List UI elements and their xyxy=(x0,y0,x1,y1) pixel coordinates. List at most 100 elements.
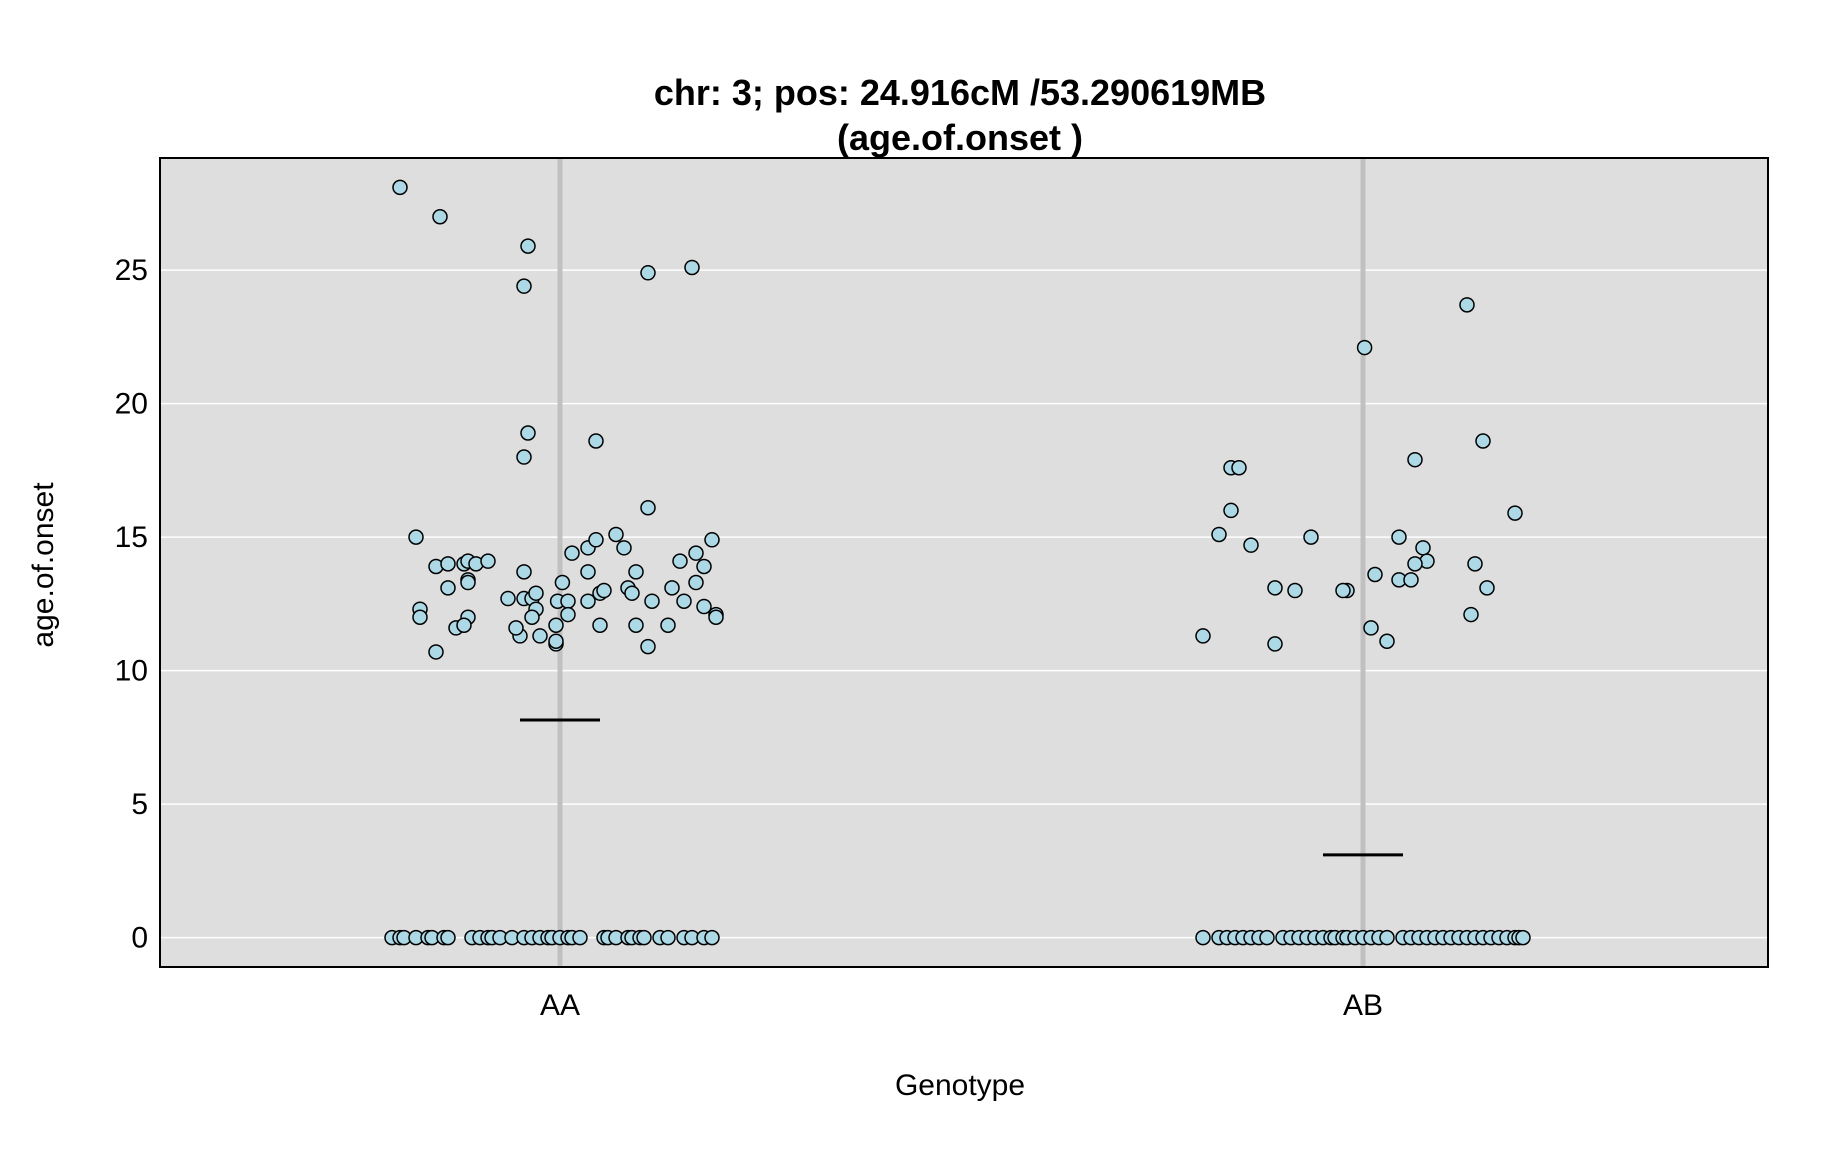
data-point xyxy=(676,593,692,609)
data-point xyxy=(1267,580,1283,596)
data-point xyxy=(684,259,700,276)
data-point xyxy=(432,208,448,225)
data-point xyxy=(660,617,676,633)
data-point xyxy=(640,500,656,516)
data-point xyxy=(460,574,476,591)
data-point xyxy=(580,593,596,609)
plot-border xyxy=(159,157,1769,968)
data-point xyxy=(1407,451,1423,468)
data-point xyxy=(588,433,604,449)
data-point xyxy=(640,265,656,281)
data-point xyxy=(532,628,548,644)
data-point xyxy=(688,545,704,561)
data-point xyxy=(520,425,536,441)
data-point xyxy=(1287,582,1303,599)
data-point xyxy=(1467,556,1483,572)
data-point xyxy=(500,590,516,607)
data-point xyxy=(1195,929,1211,946)
data-point xyxy=(1507,505,1523,521)
data-point xyxy=(516,278,532,294)
y-tick-label: 20 xyxy=(115,388,148,421)
data-point xyxy=(1231,459,1247,476)
data-point xyxy=(1379,929,1395,946)
data-point xyxy=(440,929,456,946)
data-point xyxy=(528,585,544,601)
data-point xyxy=(516,449,532,465)
data-point xyxy=(580,564,596,580)
data-point xyxy=(1356,339,1373,356)
data-point xyxy=(554,574,571,591)
mean-markers xyxy=(520,718,1403,857)
data-point xyxy=(1367,566,1383,583)
data-point xyxy=(704,929,720,946)
data-point xyxy=(560,593,576,609)
data-point xyxy=(616,540,632,556)
data-point xyxy=(1223,502,1239,519)
y-tick-label: 0 xyxy=(131,922,148,955)
data-point xyxy=(628,564,644,580)
data-point xyxy=(516,564,532,580)
plot-panel xyxy=(160,158,1768,967)
data-point xyxy=(1391,529,1407,545)
data-point xyxy=(628,617,644,633)
data-point xyxy=(548,617,564,633)
data-point xyxy=(456,617,472,633)
data-point xyxy=(440,556,456,572)
data-point xyxy=(548,633,564,650)
chart-title-line-1: chr: 3; pos: 24.916cM /53.290619MB xyxy=(654,72,1266,113)
data-point xyxy=(592,617,608,633)
data-point xyxy=(1459,297,1475,313)
data-point xyxy=(524,609,540,625)
y-tick-label: 10 xyxy=(115,655,148,688)
data-point xyxy=(672,553,688,569)
data-point xyxy=(1303,529,1319,545)
data-point xyxy=(392,179,408,196)
data-point xyxy=(608,526,624,543)
chart-title-line-2: (age.of.onset ) xyxy=(837,117,1083,158)
data-point xyxy=(708,609,724,625)
data-point xyxy=(1479,580,1495,596)
data-point xyxy=(572,929,588,946)
x-axis-ticks: AA AB xyxy=(540,989,1383,1022)
data-point xyxy=(688,574,704,591)
data-point xyxy=(408,529,424,545)
data-point xyxy=(1403,572,1419,588)
y-tick-label: 25 xyxy=(115,254,148,287)
data-point xyxy=(480,553,496,569)
data-point xyxy=(412,609,428,625)
x-tick-label: AA xyxy=(540,989,580,1022)
data-point xyxy=(508,620,524,636)
data-point xyxy=(624,585,640,601)
data-point xyxy=(644,593,660,609)
data-point xyxy=(636,929,652,946)
data-point xyxy=(1379,633,1395,650)
data-point xyxy=(696,598,712,615)
data-point xyxy=(560,606,576,623)
data-point xyxy=(1463,606,1479,623)
data-point xyxy=(596,582,612,599)
data-point xyxy=(704,532,720,548)
data-point xyxy=(1407,556,1423,572)
data-point xyxy=(1335,582,1351,599)
data-point xyxy=(664,580,680,596)
data-point xyxy=(440,580,456,596)
data-point xyxy=(640,638,656,655)
data-point xyxy=(1515,929,1531,946)
x-axis-label: Genotype xyxy=(895,1069,1025,1102)
data-point xyxy=(1415,540,1431,556)
data-point xyxy=(1267,636,1283,652)
y-tick-label: 5 xyxy=(131,788,148,821)
y-tick-label: 15 xyxy=(115,521,148,554)
y-axis-label: age.of.onset xyxy=(27,482,60,648)
data-point xyxy=(564,545,580,561)
data-point xyxy=(1211,526,1227,543)
category-lines xyxy=(557,158,1366,967)
data-point xyxy=(428,644,444,660)
data-point xyxy=(696,558,712,575)
data-point xyxy=(1259,929,1275,946)
data-point xyxy=(520,238,536,254)
x-tick-label: AB xyxy=(1343,989,1383,1022)
data-point xyxy=(1363,620,1379,636)
data-point xyxy=(588,532,604,548)
